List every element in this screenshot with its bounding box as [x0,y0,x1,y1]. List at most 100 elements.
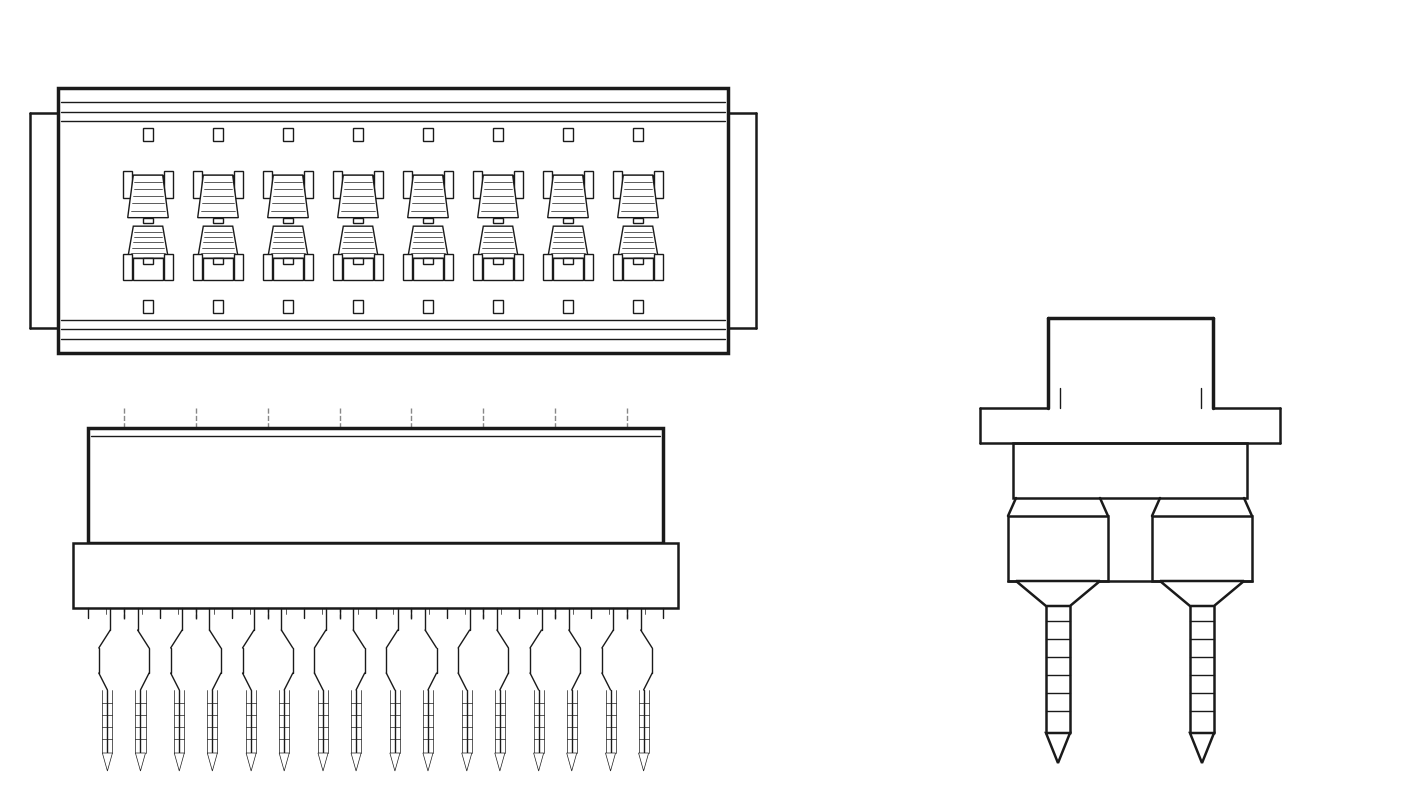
Polygon shape [338,226,378,259]
Bar [1012,443,1247,498]
Polygon shape [102,753,112,771]
Bar [564,128,572,141]
Bar [193,172,202,198]
Polygon shape [494,753,506,771]
Bar [423,128,433,141]
Polygon shape [477,226,518,259]
Bar [494,128,503,141]
Polygon shape [1015,581,1100,606]
Polygon shape [246,753,256,771]
Bar [554,259,582,280]
Polygon shape [338,175,378,218]
Bar [554,175,582,198]
Bar [423,259,433,264]
Bar [88,428,663,543]
Polygon shape [548,226,588,259]
Polygon shape [318,753,328,771]
Bar [273,175,302,198]
Bar [213,128,223,141]
Bar [633,259,643,264]
Bar [373,172,383,198]
Bar [284,259,293,264]
Bar [413,175,443,198]
Bar [514,172,523,198]
Bar [354,218,362,223]
Bar [304,172,314,198]
Bar [354,128,362,141]
Polygon shape [175,753,185,771]
Bar [483,259,513,280]
Bar [344,259,372,280]
Polygon shape [1047,733,1071,763]
Bar [332,172,342,198]
Polygon shape [548,175,588,218]
Polygon shape [135,753,145,771]
Bar [584,254,594,280]
Polygon shape [128,175,169,218]
Bar [542,172,552,198]
Bar [564,259,572,264]
Bar [514,254,523,280]
Bar [213,259,223,264]
Bar [613,254,622,280]
Polygon shape [268,226,308,259]
Bar [143,128,152,141]
Bar [213,218,223,223]
Bar [494,300,503,313]
Bar [133,175,163,198]
Polygon shape [207,753,217,771]
Bar [633,218,643,223]
Bar [203,175,233,198]
Bar [304,254,314,280]
Bar [58,88,728,353]
Bar [623,259,653,280]
Bar [444,254,453,280]
Bar [483,175,513,198]
Bar [633,300,643,313]
Bar [284,128,293,141]
Bar [403,172,412,198]
Bar [213,300,223,313]
Polygon shape [197,175,239,218]
Bar [193,254,202,280]
Polygon shape [534,753,544,771]
Polygon shape [408,175,449,218]
Bar [58,88,728,353]
Bar [444,172,453,198]
Bar [143,218,152,223]
Bar [423,218,433,223]
Bar [284,300,293,313]
Bar [344,175,372,198]
Bar [655,254,663,280]
Bar [133,259,163,280]
Polygon shape [268,175,308,218]
Polygon shape [605,753,615,771]
Bar [584,172,594,198]
Bar [564,300,572,313]
Bar [165,254,173,280]
Polygon shape [1190,733,1214,763]
Polygon shape [197,226,239,259]
Bar [373,254,383,280]
Bar [494,218,503,223]
Bar [143,259,152,264]
Bar [1152,516,1252,581]
Bar [122,172,132,198]
Polygon shape [408,226,449,259]
Bar [165,172,173,198]
Polygon shape [280,753,290,771]
Bar [623,175,653,198]
Polygon shape [477,175,518,218]
Polygon shape [423,753,433,771]
Bar [423,300,433,313]
Polygon shape [462,753,471,771]
Bar [234,172,243,198]
Polygon shape [618,175,659,218]
Bar [263,172,271,198]
Bar [494,259,503,264]
Bar [473,254,481,280]
Polygon shape [128,226,169,259]
Bar [655,172,663,198]
Bar [354,259,362,264]
Polygon shape [618,226,659,259]
